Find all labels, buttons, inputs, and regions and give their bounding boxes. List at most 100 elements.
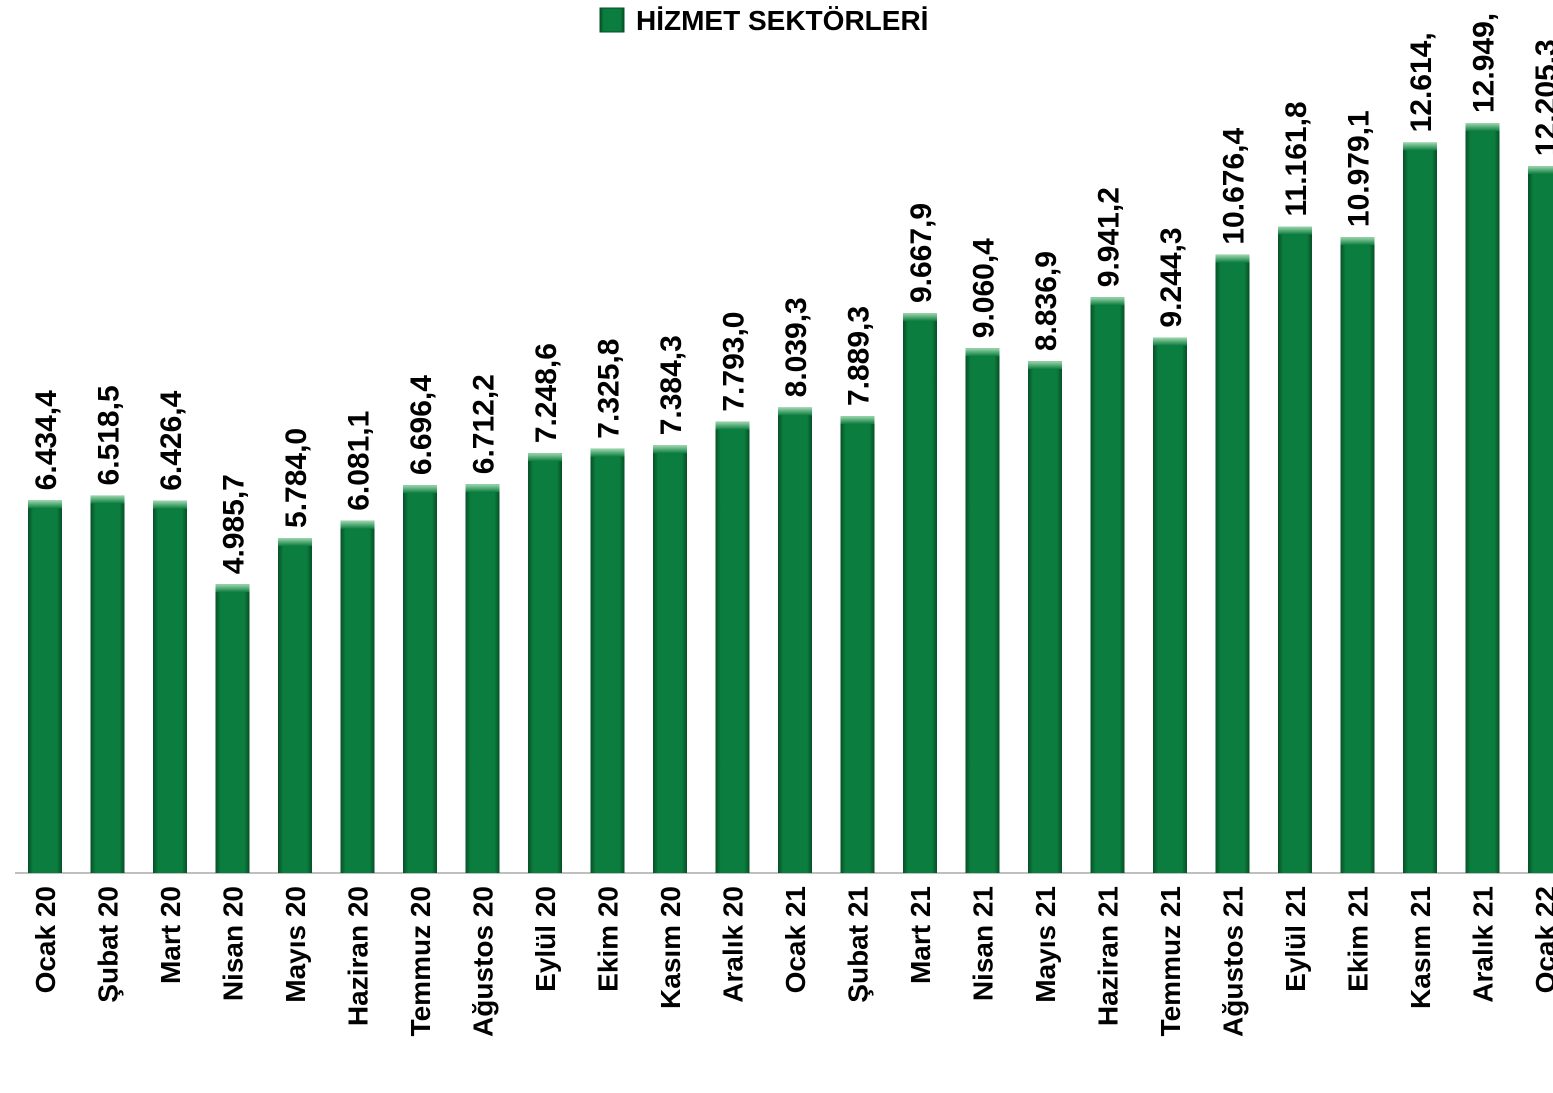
bar-cap bbox=[28, 500, 62, 509]
bar-cap bbox=[903, 313, 937, 322]
x-tick-label: Eylül 21 bbox=[1280, 886, 1311, 992]
bar-cap bbox=[403, 485, 437, 494]
bar bbox=[1340, 237, 1375, 873]
value-label: 9.060,4 bbox=[968, 238, 1001, 338]
value-label: 8.039,3 bbox=[780, 297, 813, 397]
bar bbox=[965, 348, 1000, 873]
value-label: 11.161,8 bbox=[1280, 101, 1313, 216]
value-label: 6.518,5 bbox=[93, 385, 126, 485]
x-tick-label: Ocak 22 bbox=[1530, 886, 1553, 993]
x-tick-label: Ekim 20 bbox=[593, 886, 624, 992]
value-label: 6.081,1 bbox=[343, 411, 376, 511]
value-label: 6.434,4 bbox=[30, 390, 63, 490]
x-tick-label: Haziran 21 bbox=[1093, 886, 1124, 1026]
bar bbox=[903, 313, 937, 873]
value-label: 10.979,1 bbox=[1343, 110, 1376, 227]
bar-cap bbox=[1090, 297, 1125, 306]
bar-cap bbox=[1465, 123, 1500, 131]
x-tick-label: Mart 20 bbox=[155, 886, 186, 984]
bar-cap bbox=[528, 453, 562, 462]
bar-cap bbox=[465, 484, 500, 493]
value-label: 6.426,4 bbox=[155, 390, 188, 490]
value-label: 10.676,4 bbox=[1218, 128, 1251, 245]
x-tick-label: Ocak 20 bbox=[30, 886, 61, 993]
x-tick-label: Ağustos 21 bbox=[1218, 886, 1249, 1037]
bar-cap bbox=[215, 584, 250, 593]
bar bbox=[1215, 254, 1250, 873]
bar-cap bbox=[778, 407, 812, 416]
bar-cap bbox=[1528, 166, 1553, 175]
x-tick-label: Aralık 21 bbox=[1468, 886, 1499, 1003]
bar bbox=[340, 520, 375, 873]
bar bbox=[1528, 166, 1553, 873]
bar bbox=[590, 448, 625, 873]
value-label: 4.985,7 bbox=[218, 474, 251, 574]
bar-cap bbox=[1028, 361, 1062, 370]
bar bbox=[653, 445, 687, 873]
bar-cap bbox=[90, 495, 125, 504]
value-label: 6.696,4 bbox=[405, 375, 438, 475]
bar bbox=[278, 537, 312, 873]
bar bbox=[465, 484, 500, 873]
x-tick-label: Mayıs 20 bbox=[280, 886, 311, 1003]
value-label: 12.949, bbox=[1468, 13, 1501, 113]
value-label: 12.205,3 bbox=[1530, 39, 1553, 156]
bar bbox=[715, 421, 750, 873]
x-tick-label: Haziran 20 bbox=[343, 886, 374, 1026]
bar-cap bbox=[653, 445, 687, 454]
x-tick-label: Şubat 20 bbox=[93, 886, 124, 1003]
bar-cap bbox=[965, 348, 1000, 357]
x-tick-label: Mayıs 21 bbox=[1030, 886, 1061, 1003]
x-tick-label: Nisan 20 bbox=[218, 886, 249, 1001]
x-tick-label: Ocak 21 bbox=[780, 886, 811, 993]
value-label: 9.667,9 bbox=[905, 203, 938, 303]
bar bbox=[28, 500, 62, 873]
bar-cap bbox=[1340, 237, 1375, 246]
bar bbox=[1090, 297, 1125, 874]
bar bbox=[90, 495, 125, 873]
x-tick-label: Temmuz 21 bbox=[1155, 886, 1186, 1036]
value-label: 12.614, bbox=[1405, 32, 1438, 132]
x-tick-label: Ekim 21 bbox=[1343, 886, 1374, 992]
value-label: 7.325,8 bbox=[593, 339, 626, 439]
bar bbox=[215, 584, 250, 873]
value-label: 9.244,3 bbox=[1155, 227, 1188, 327]
legend-swatch bbox=[599, 7, 625, 33]
bar bbox=[528, 453, 562, 873]
value-label: 8.836,9 bbox=[1030, 251, 1063, 351]
x-tick-label: Kasım 21 bbox=[1405, 886, 1436, 1009]
x-tick-label: Mart 21 bbox=[905, 886, 936, 984]
legend-label: HİZMET SEKTÖRLERİ bbox=[636, 5, 928, 36]
bar-cap bbox=[1403, 142, 1437, 151]
bar bbox=[1278, 226, 1312, 873]
bar bbox=[1403, 142, 1437, 873]
bar-cap bbox=[590, 448, 625, 457]
bar bbox=[403, 485, 437, 873]
bar-cap bbox=[340, 520, 375, 529]
x-tick-label: Temmuz 20 bbox=[405, 886, 436, 1036]
bar bbox=[1028, 361, 1062, 873]
x-tick-label: Eylül 20 bbox=[530, 886, 561, 992]
value-label: 7.793,0 bbox=[718, 312, 751, 412]
bar-cap bbox=[153, 500, 187, 509]
value-label: 6.712,2 bbox=[468, 374, 501, 474]
bar bbox=[1465, 123, 1500, 873]
bar-cap bbox=[1153, 337, 1187, 346]
bar bbox=[153, 500, 187, 873]
bar-cap bbox=[840, 416, 875, 425]
bar bbox=[1153, 337, 1187, 874]
x-tick-label: Şubat 21 bbox=[843, 886, 874, 1003]
bar bbox=[778, 407, 812, 873]
bar-cap bbox=[1278, 226, 1312, 235]
x-tick-label: Nisan 21 bbox=[968, 886, 999, 1001]
value-label: 7.248,6 bbox=[530, 343, 563, 443]
value-label: 9.941,2 bbox=[1093, 187, 1126, 287]
value-label: 5.784,0 bbox=[280, 428, 313, 528]
value-label: 7.889,3 bbox=[843, 306, 876, 406]
value-label: 7.384,3 bbox=[655, 335, 688, 435]
bar-cap bbox=[715, 421, 750, 430]
bar-cap bbox=[278, 537, 312, 546]
bar bbox=[840, 416, 875, 873]
bar-cap bbox=[1215, 254, 1250, 263]
